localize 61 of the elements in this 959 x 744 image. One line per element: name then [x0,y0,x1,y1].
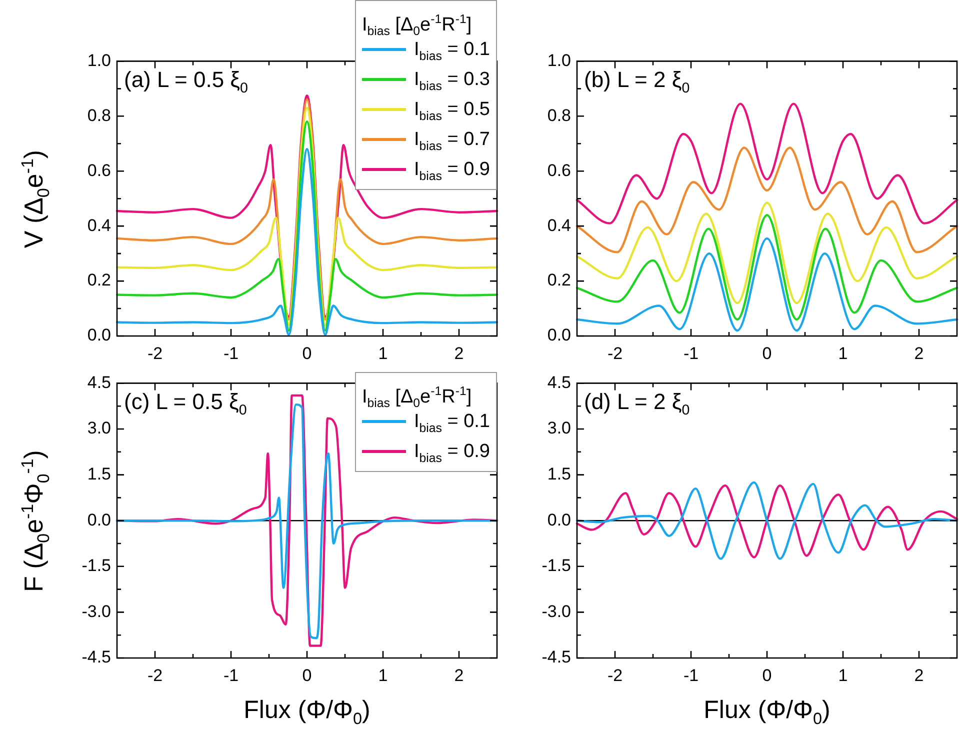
y-tick-label: 4.5 [87,372,111,392]
y-tick-label: -3.0 [542,602,571,621]
y-tick-label: -1.5 [82,556,111,576]
x-axis-title: Flux (Φ/Φ$_{0}$) [244,696,370,729]
text: I$_{bias}$ [Δ$_{0}$e$^{-1}$R$^{-1}$] [362,384,472,410]
x-tick-label: 2 [914,666,924,685]
y-tick-label: 0.6 [87,160,111,180]
y-tick-label: 1.0 [87,50,111,70]
legend-label: I$_{bias}$ = 0.7 [414,129,490,153]
x-tick-label: 0 [302,666,312,685]
text: I$_{bias}$ [Δ$_{0}$e$^{-1}$R$^{-1}$] [362,12,472,38]
legend-label: I$_{bias}$ = 0.5 [414,99,490,123]
y-tick-label: 0.0 [87,326,111,345]
x-tick-label: -1 [683,344,699,363]
y-tick-label: -3.0 [82,602,111,621]
y-tick-label: 0.6 [547,160,571,180]
y-tick-label: 0.0 [547,326,571,345]
x-tick-label: 0 [762,666,772,685]
legend-label: I$_{bias}$ = 0.3 [414,69,490,93]
y-tick-label: 4.5 [547,372,571,392]
y-tick-label: 1.0 [547,50,571,70]
legend-label: I$_{bias}$ = 0.9 [414,441,490,465]
chart-title: (a) L = 0.5 ξ$_{0}$ [124,67,248,97]
x-tick-label: -1 [223,666,239,685]
x-tick-label: -2 [607,344,623,363]
y-tick-label: 3.0 [87,418,111,438]
x-tick-label: 2 [454,666,464,685]
legend-label: I$_{bias}$ = 0.1 [414,411,490,435]
y-tick-label: 1.5 [87,464,111,484]
chart-title: (b) L = 2 ξ$_{0}$ [584,67,690,97]
y-tick-label: -4.5 [82,648,111,667]
y-tick-label: -4.5 [542,648,571,667]
legend-label: I$_{bias}$ = 0.1 [414,39,490,63]
legend-label: I$_{bias}$ = 0.9 [414,159,490,183]
x-tick-label: -2 [607,666,623,685]
y-tick-label: 0.2 [547,270,571,290]
x-axis-title: Flux (Φ/Φ$_{0}$) [704,696,830,729]
y-tick-label: 0.4 [547,216,571,235]
y-tick-label: -1.5 [542,556,571,576]
y-tick-label: 0.2 [87,270,111,290]
x-tick-label: 2 [454,344,464,363]
x-tick-label: 2 [914,344,924,363]
x-tick-label: -1 [223,344,239,363]
y-tick-label: 0.8 [87,106,111,125]
x-tick-label: 1 [838,666,848,685]
y-tick-label: 0.0 [547,510,571,530]
x-tick-label: -2 [147,666,163,685]
x-tick-label: 1 [378,666,388,685]
x-tick-label: -1 [683,666,699,685]
y-tick-label: 1.5 [547,464,571,484]
chart-title: (d) L = 2 ξ$_{0}$ [584,389,690,419]
x-tick-label: -2 [147,344,163,363]
chart-title: (c) L = 0.5 ξ$_{0}$ [124,389,247,419]
y-tick-label: 0.4 [87,216,111,235]
x-tick-label: 1 [378,344,388,363]
x-tick-label: 0 [762,344,772,363]
y-tick-label: 0.8 [547,106,571,125]
y-tick-label: 0.0 [87,510,111,530]
x-tick-label: 1 [838,344,848,363]
y-tick-label: 3.0 [547,418,571,438]
x-tick-label: 0 [302,344,312,363]
